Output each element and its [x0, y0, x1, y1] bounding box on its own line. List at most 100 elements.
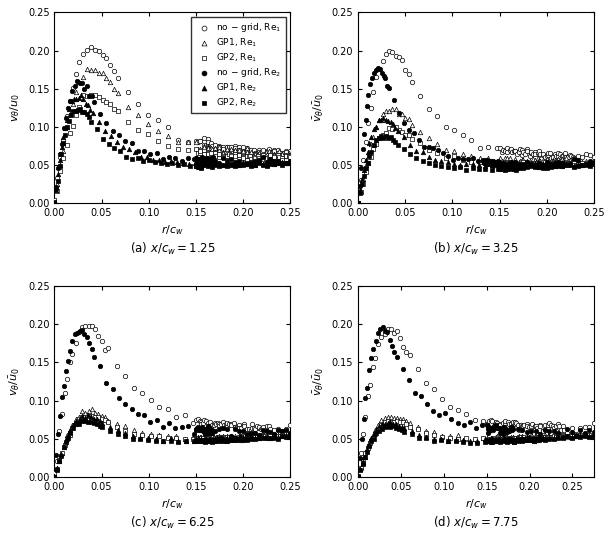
Point	[489, 158, 499, 167]
Point	[559, 431, 569, 440]
Point	[139, 411, 149, 419]
Point	[428, 434, 438, 443]
GP2, Re$_2$	[195, 160, 205, 169]
Point	[270, 430, 280, 438]
Point	[501, 163, 511, 172]
Point	[507, 436, 517, 445]
Point	[189, 437, 199, 445]
Point	[509, 147, 519, 156]
Point	[532, 433, 542, 441]
GP1, Re$_1$	[284, 151, 294, 160]
GP1, Re$_1$	[234, 150, 243, 159]
Point	[482, 419, 492, 428]
Point	[542, 160, 552, 169]
Point	[353, 472, 363, 481]
Point	[486, 434, 496, 443]
Point	[219, 421, 229, 430]
Point	[566, 152, 576, 161]
Point	[257, 424, 267, 432]
GP1, Re$_2$	[218, 160, 228, 169]
GP1, Re$_2$	[74, 93, 83, 102]
Point	[507, 164, 517, 172]
GP2, Re$_1$	[59, 154, 69, 163]
Point	[516, 434, 526, 443]
Point	[554, 432, 563, 441]
Point	[492, 434, 502, 443]
Point	[381, 107, 390, 115]
Point	[362, 447, 372, 456]
Point	[204, 434, 213, 443]
Point	[558, 431, 568, 439]
GP1, Re$_1$	[86, 65, 96, 74]
no − grid, Re$_2$	[234, 157, 244, 165]
Point	[554, 162, 563, 170]
Point	[558, 431, 568, 440]
Point	[398, 343, 408, 351]
no − grid, Re$_1$	[203, 140, 213, 149]
GP2, Re$_1$	[253, 151, 263, 160]
Point	[89, 419, 99, 427]
Point	[368, 344, 378, 353]
Point	[492, 157, 501, 166]
Point	[506, 162, 516, 170]
Point	[224, 420, 234, 429]
no − grid, Re$_2$	[192, 157, 202, 165]
GP1, Re$_2$	[195, 158, 205, 167]
Point	[212, 436, 222, 445]
Point	[565, 158, 575, 167]
Point	[129, 383, 139, 392]
Point	[265, 433, 275, 442]
Point	[84, 322, 94, 330]
GP1, Re$_2$	[192, 158, 202, 167]
Point	[369, 68, 379, 77]
Point	[565, 158, 575, 167]
Point	[223, 436, 232, 444]
Point	[492, 160, 501, 169]
Point	[536, 434, 546, 443]
GP1, Re$_2$	[194, 160, 204, 169]
Point	[495, 421, 505, 430]
Point	[366, 104, 376, 113]
Point	[281, 432, 291, 440]
Point	[491, 421, 501, 430]
Point	[248, 432, 257, 440]
Point	[353, 473, 363, 481]
GP2, Re$_1$	[230, 152, 240, 161]
Point	[485, 425, 495, 434]
Point	[204, 437, 214, 445]
Point	[375, 427, 384, 436]
Point	[509, 160, 519, 169]
Point	[535, 425, 544, 434]
Point	[482, 437, 492, 445]
Point	[484, 437, 493, 445]
GP2, Re$_1$	[226, 151, 236, 160]
Point	[394, 53, 404, 62]
Point	[511, 162, 520, 170]
Point	[511, 157, 520, 166]
Point	[479, 158, 489, 167]
Point	[511, 434, 521, 443]
Point	[489, 422, 499, 431]
Point	[356, 463, 365, 472]
Point	[576, 431, 585, 439]
Point	[216, 419, 226, 428]
Point	[532, 434, 542, 443]
Point	[230, 432, 240, 441]
Point	[455, 161, 465, 170]
no − grid, Re$_1$	[211, 141, 221, 149]
no − grid, Re$_1$	[199, 134, 208, 142]
Point	[548, 159, 558, 168]
GP2, Re$_2$	[69, 107, 78, 115]
Point	[196, 425, 206, 433]
Point	[215, 421, 224, 430]
Point	[84, 411, 94, 420]
Point	[511, 163, 520, 172]
no − grid, Re$_2$	[202, 154, 211, 162]
Point	[383, 82, 392, 91]
no − grid, Re$_2$	[223, 157, 232, 165]
Point	[527, 436, 536, 444]
Point	[527, 433, 537, 442]
Point	[519, 435, 529, 444]
Point	[128, 432, 138, 441]
GP1, Re$_2$	[199, 157, 209, 166]
